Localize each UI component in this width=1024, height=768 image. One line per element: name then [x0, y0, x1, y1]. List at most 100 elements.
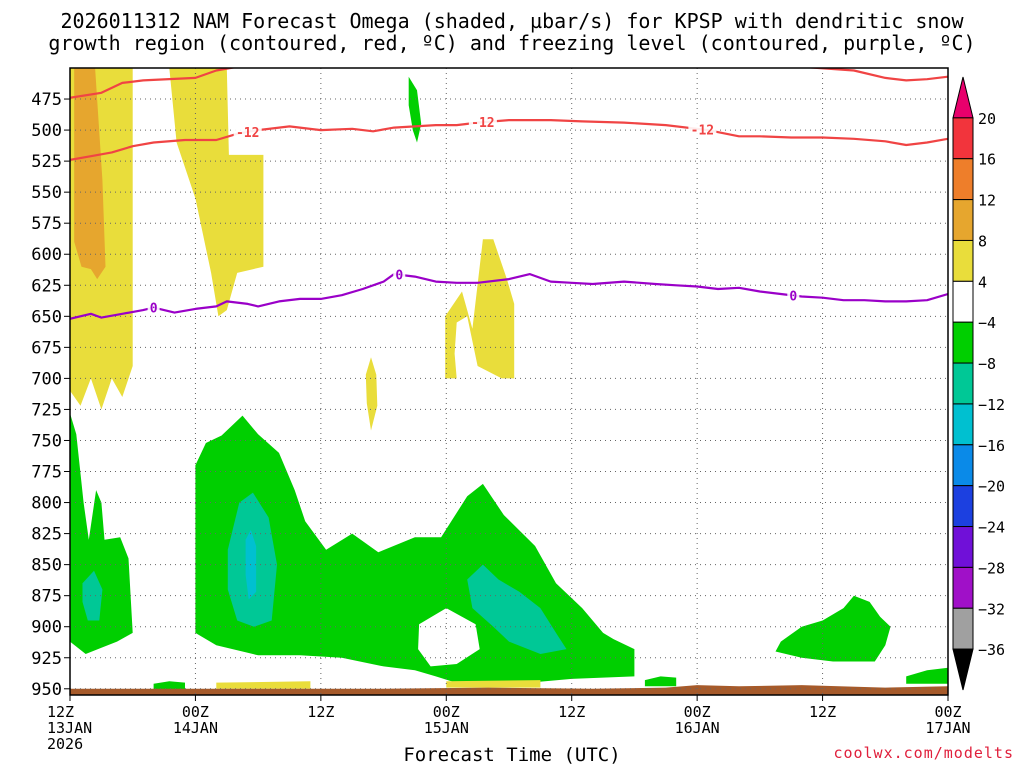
colorbar-bin-7	[952, 362, 974, 405]
colorbar-label-10: −24	[978, 519, 1005, 537]
colorbar-bin-3	[952, 199, 974, 241]
x-tick-label-4-1: 12Z	[558, 703, 585, 721]
x-tick-label-0-3: 2026	[47, 735, 83, 753]
colorbar-bin-6	[952, 321, 974, 364]
y-tick-label-725: 725	[31, 400, 62, 420]
contour-label-purple-zero-freezing-level-2: 0	[789, 289, 797, 304]
region-yellow-upper-band	[169, 68, 264, 317]
y-tick-label-925: 925	[31, 649, 62, 669]
colorbar: 20 16 12 8 4 −4 −8 −12 −16 −20 −24 −28 −32 −36	[952, 76, 1005, 691]
colorbar-bin-9	[952, 444, 974, 487]
region-teal-right-blob	[467, 564, 567, 654]
colorbar-bin-1	[952, 117, 974, 160]
contour-label-red-minus-12-lower-1: -12	[471, 116, 494, 131]
x-tick-label-0-2: 13JAN	[47, 719, 92, 737]
colorbar-label-4: 4	[978, 273, 987, 291]
x-tick-label-1-2: 14JAN	[173, 719, 218, 737]
x-tick-label-7-2: 17JAN	[925, 719, 970, 737]
y-tick-label-850: 850	[31, 556, 62, 576]
region-teal-left-blob	[82, 570, 103, 621]
contour-label-bg-red-minus-12-lower-2	[688, 122, 717, 137]
x-tick-label-1-1: 00Z	[182, 703, 209, 721]
colorbar-bin-2	[952, 158, 974, 201]
y-tick-label-900: 900	[31, 618, 62, 638]
region-green-small-bottom-mid	[644, 676, 677, 687]
x-tick-label-6-1: 12Z	[809, 703, 836, 721]
y-tick-label-575: 575	[31, 214, 62, 234]
y-tick-label-475: 475	[31, 90, 62, 110]
plot-frame	[69, 67, 949, 696]
colorbar-label-9: −20	[978, 478, 1005, 496]
contour-red-minus-12-lower	[70, 118, 948, 161]
axes: 475 500 525 550 575 600 625 650 675 700 725 750 775 8…	[31, 67, 971, 753]
colorbar-bin-11	[952, 526, 974, 568]
y-tick-label-950: 950	[31, 680, 62, 700]
chart-title-line-1: 2026011312 NAM Forecast Omega (shaded, µ…	[60, 9, 964, 33]
y-tick-label-500: 500	[31, 121, 62, 141]
y-tick-label-700: 700	[31, 369, 62, 389]
region-green-right-blob	[775, 595, 891, 662]
chart-title-line-2: growth region (contoured, red, ºC) and f…	[48, 31, 976, 55]
colorbar-bin-8	[952, 403, 974, 446]
x-tick-label-3-1: 00Z	[433, 703, 460, 721]
colorbar-label-8: −16	[978, 437, 1005, 455]
y-tick-label-800: 800	[31, 494, 62, 514]
colorbar-bin-4	[952, 239, 974, 282]
x-tick-label-7-1: 00Z	[934, 703, 961, 721]
y-tick-label-650: 650	[31, 307, 62, 327]
colorbar-label-11: −28	[978, 559, 1005, 577]
region-yellow-strip-bottom-2	[446, 680, 541, 688]
contour-label-bg-purple-zero-freezing-level-0	[147, 300, 160, 315]
contour-label-purple-zero-freezing-level-1: 0	[395, 269, 403, 284]
contour-label-bg-purple-zero-freezing-level-1	[393, 267, 406, 282]
y-tick-label-550: 550	[31, 183, 62, 203]
colorbar-label-3: 8	[978, 232, 987, 250]
x-tick-label-5-1: 00Z	[684, 703, 711, 721]
region-yellow-strip-bottom-1	[216, 681, 311, 689]
x-tick-label-0-1: 12Z	[47, 703, 74, 721]
colorbar-label-2: 12	[978, 192, 996, 210]
x-axis-label: Forecast Time (UTC)	[403, 744, 621, 766]
colorbar-label-13: −36	[978, 641, 1005, 659]
contour-label-red-minus-12-lower-0: -12	[236, 126, 259, 141]
region-green-small-upper	[408, 76, 422, 143]
contour-label-bg-red-minus-12-lower-1	[468, 115, 497, 130]
colorbar-label-7: −12	[978, 396, 1005, 414]
colorbar-bin-top-triangle	[952, 76, 974, 119]
credit-text: coolwx.com/modelts	[833, 744, 1014, 762]
y-tick-label-600: 600	[31, 245, 62, 265]
colorbar-bin-bottom-triangle	[952, 648, 974, 691]
x-tick-label-3-2: 15JAN	[424, 719, 469, 737]
colorbar-bin-12	[952, 566, 974, 609]
x-tick-label-2-1: 12Z	[307, 703, 334, 721]
colorbar-label-6: −8	[978, 355, 996, 373]
y-tick-label-825: 825	[31, 525, 62, 545]
contour-label-purple-zero-freezing-level-0: 0	[150, 302, 158, 317]
x-tick-label-5-2: 16JAN	[675, 719, 720, 737]
contour-label-bg-red-minus-12-lower-0	[233, 124, 262, 139]
colorbar-bin-10	[952, 485, 974, 528]
contour-red-minus-12-upper	[70, 68, 948, 99]
contour-label-bg-purple-zero-freezing-level-2	[787, 288, 800, 303]
region-yellow-small-blob	[365, 357, 378, 431]
y-tick-label-525: 525	[31, 152, 62, 172]
region-ground	[70, 685, 948, 695]
region-green-far-right-blob	[906, 667, 948, 684]
colorbar-label-12: −32	[978, 600, 1005, 618]
colorbar-label-0: 20	[978, 110, 996, 128]
y-tick-label-875: 875	[31, 587, 62, 607]
colorbar-bin-5	[952, 280, 974, 323]
omega-shading	[70, 68, 948, 695]
region-green-left-blob	[70, 413, 133, 654]
region-yellow-mid-blob	[445, 239, 515, 379]
colorbar-label-5: −4	[978, 314, 996, 332]
temperature-contours: -12 -12 -12 0 0 0	[70, 68, 948, 320]
region-orange-early-column	[74, 68, 106, 280]
region-white-hole-in-green	[418, 608, 480, 667]
colorbar-label-1: 16	[978, 151, 996, 169]
contour-label-red-minus-12-lower-2: -12	[691, 123, 714, 138]
y-tick-label-625: 625	[31, 276, 62, 296]
y-tick-label-775: 775	[31, 463, 62, 483]
colorbar-bin-13	[952, 607, 974, 650]
